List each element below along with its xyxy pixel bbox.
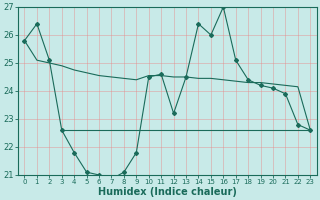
X-axis label: Humidex (Indice chaleur): Humidex (Indice chaleur)	[98, 187, 237, 197]
